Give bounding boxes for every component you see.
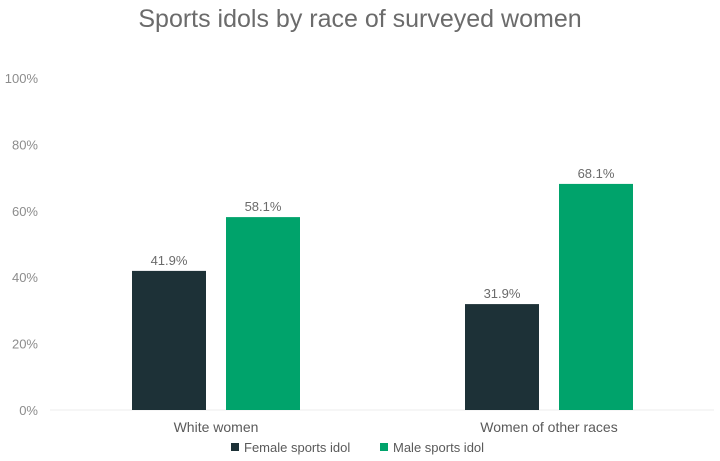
y-tick-label: 60% <box>12 204 38 219</box>
x-category-label: Women of other races <box>480 419 617 435</box>
data-label: 41.9% <box>151 253 188 268</box>
data-label: 68.1% <box>578 166 615 181</box>
y-tick-label: 100% <box>5 71 39 86</box>
data-label: 58.1% <box>245 199 282 214</box>
legend-swatch-female <box>231 443 239 451</box>
legend-label-male: Male sports idol <box>393 440 484 455</box>
x-category-label: White women <box>174 419 259 435</box>
y-tick-label: 80% <box>12 137 38 152</box>
bar-female-1 <box>465 304 539 410</box>
chart-title: Sports idols by race of surveyed women <box>138 5 581 33</box>
bar-female-0 <box>132 270 206 410</box>
bar-male-1 <box>559 183 633 410</box>
legend: Female sports idol Male sports idol <box>231 440 484 455</box>
bar-male-0 <box>226 217 300 410</box>
data-label: 31.9% <box>484 286 521 301</box>
legend-label-female: Female sports idol <box>244 440 350 455</box>
legend-swatch-male <box>380 443 388 451</box>
category-labels: White women Women of other races <box>174 419 618 435</box>
bars-group: 41.9% 31.9% 58.1% 68.1% <box>132 166 633 410</box>
y-tick-label: 40% <box>12 270 38 285</box>
y-tick-label: 0% <box>19 403 38 418</box>
y-tick-label: 20% <box>12 337 38 352</box>
y-axis-ticks: 0% 20% 40% 60% 80% 100% <box>5 71 39 418</box>
